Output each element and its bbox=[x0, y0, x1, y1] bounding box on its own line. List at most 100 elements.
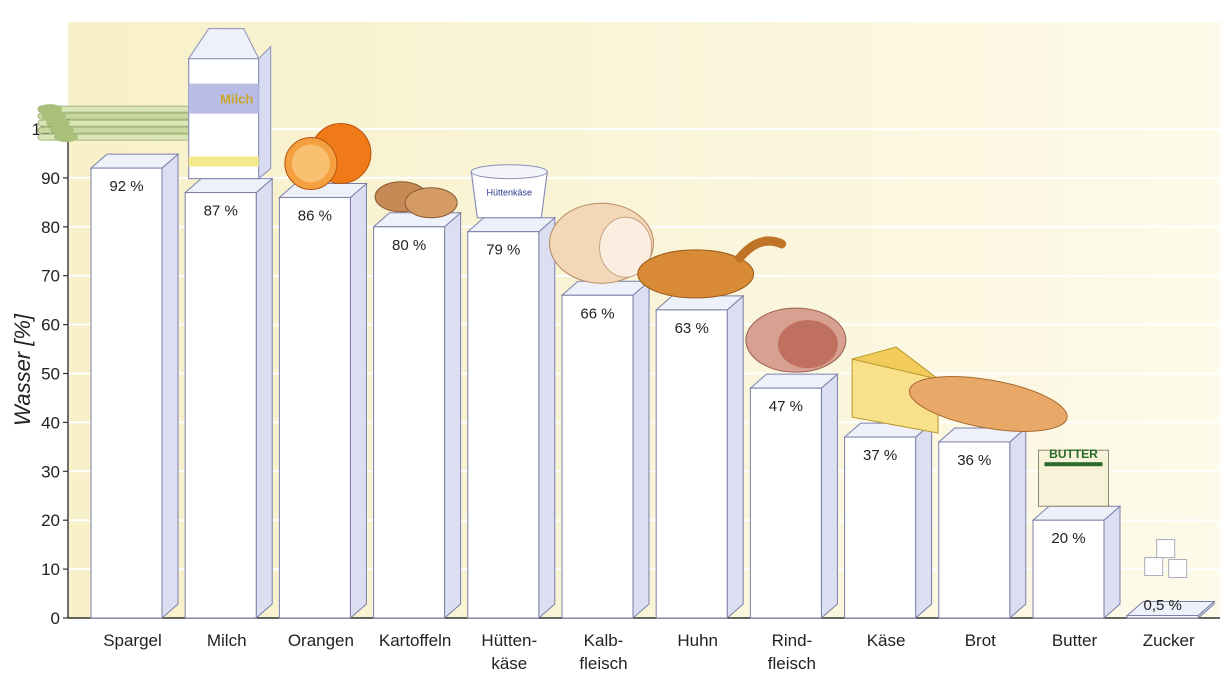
bar bbox=[843, 421, 933, 620]
bar-side bbox=[349, 182, 367, 620]
bar-side bbox=[726, 294, 744, 620]
sugar-cube bbox=[1168, 559, 1188, 579]
veal-slice bbox=[599, 216, 652, 278]
spargel-illustration bbox=[37, 104, 207, 143]
bar-front bbox=[373, 226, 446, 619]
category-label: Rind- bbox=[772, 631, 813, 650]
bar bbox=[89, 153, 180, 620]
bar bbox=[372, 211, 462, 620]
sugar-cube bbox=[1156, 539, 1176, 559]
tub-label: Hüttenkäse bbox=[487, 188, 533, 198]
kalbfleisch-illustration bbox=[549, 202, 654, 284]
bar bbox=[937, 426, 1028, 620]
bar-top bbox=[749, 373, 839, 389]
value-label: 47 % bbox=[769, 398, 803, 415]
bar-front bbox=[655, 309, 728, 619]
bar-front bbox=[467, 231, 540, 619]
y-axis-label: Wasser [%] bbox=[10, 313, 35, 426]
bar-side bbox=[255, 177, 273, 620]
value-label: 87 % bbox=[204, 203, 238, 220]
potato bbox=[404, 187, 458, 219]
bar-side bbox=[1103, 505, 1121, 620]
bar-front bbox=[184, 192, 257, 619]
bar-side bbox=[820, 373, 838, 620]
bar-front bbox=[1032, 519, 1105, 619]
y-tick-label: 70 bbox=[41, 267, 60, 286]
bar-front bbox=[938, 441, 1011, 619]
huettenkaese-illustration: Hüttenkäse bbox=[470, 164, 548, 219]
bar-front bbox=[90, 167, 163, 619]
milch-illustration: Milch bbox=[187, 28, 272, 180]
huhn-illustration bbox=[637, 236, 787, 299]
y-tick-label: 90 bbox=[41, 169, 60, 188]
bar-top bbox=[1031, 505, 1122, 521]
category-label: Orangen bbox=[288, 631, 354, 650]
value-label: 80 % bbox=[392, 237, 426, 254]
orange-flesh bbox=[291, 144, 330, 183]
butter-pack bbox=[1038, 449, 1109, 507]
bar-front bbox=[844, 436, 917, 619]
asparagus-spear bbox=[37, 105, 207, 113]
brot-illustration bbox=[908, 376, 1068, 432]
bar bbox=[1125, 600, 1216, 620]
value-label: 0,5 % bbox=[1144, 597, 1182, 614]
bar-side bbox=[161, 153, 179, 620]
category-label: Spargel bbox=[103, 631, 162, 650]
bar-front bbox=[278, 196, 351, 619]
category-label: Milch bbox=[207, 631, 247, 650]
y-tick-label: 80 bbox=[41, 218, 60, 237]
tub-lid bbox=[470, 164, 548, 180]
y-tick-label: 40 bbox=[41, 413, 60, 432]
bar bbox=[1031, 505, 1122, 620]
asparagus-tip bbox=[54, 132, 78, 143]
bar bbox=[749, 373, 839, 620]
bar-front bbox=[1126, 615, 1199, 619]
y-tick-label: 0 bbox=[51, 609, 60, 628]
zucker-illustration bbox=[1144, 539, 1188, 579]
chicken-leg bbox=[735, 236, 787, 263]
sugar-cube bbox=[1144, 557, 1164, 577]
bar bbox=[183, 177, 274, 620]
bar bbox=[278, 182, 368, 620]
category-label: Hütten- bbox=[481, 631, 537, 650]
category-label: Käse bbox=[867, 631, 906, 650]
value-label: 36 % bbox=[957, 452, 991, 469]
bar-front bbox=[561, 294, 634, 619]
orangen-illustration bbox=[284, 122, 372, 190]
bar bbox=[466, 216, 557, 620]
bar bbox=[560, 280, 651, 620]
y-tick-label: 10 bbox=[41, 560, 60, 579]
bar-side bbox=[444, 211, 462, 620]
y-tick-label: 60 bbox=[41, 316, 60, 335]
value-label: 92 % bbox=[109, 178, 143, 195]
rindfleisch-illustration bbox=[745, 307, 847, 373]
category-label: Kalb- bbox=[584, 631, 624, 650]
bars bbox=[89, 153, 1216, 620]
chicken-body bbox=[637, 249, 755, 299]
carton-label: Milch bbox=[220, 92, 253, 107]
bar-top bbox=[89, 153, 180, 169]
category-label: Kartoffeln bbox=[379, 631, 451, 650]
bar bbox=[654, 294, 745, 620]
value-label: 66 % bbox=[580, 305, 614, 322]
bar-top bbox=[183, 178, 274, 194]
bar-side bbox=[1009, 426, 1027, 620]
carton-side bbox=[258, 45, 272, 180]
kartoffeln-illustration bbox=[374, 181, 458, 219]
value-label: 79 % bbox=[486, 242, 520, 259]
carton-band bbox=[188, 83, 259, 114]
bar-side bbox=[632, 280, 650, 620]
bar-side bbox=[915, 421, 933, 620]
bar-top bbox=[466, 217, 557, 233]
carton-stripe bbox=[188, 156, 259, 167]
illustrations: Milch Hüttenkäse BUTTER bbox=[37, 28, 1188, 579]
labels: 92 % Spargel 87 % Milch 86 % Orangen 80 % Karto… bbox=[103, 178, 1195, 673]
category-label: fleisch bbox=[768, 654, 816, 673]
category-label: Brot bbox=[965, 631, 996, 650]
value-label: 20 % bbox=[1051, 530, 1085, 547]
category-label: Huhn bbox=[677, 631, 718, 650]
value-label: 63 % bbox=[675, 320, 709, 337]
kaese-illustration bbox=[851, 346, 939, 434]
